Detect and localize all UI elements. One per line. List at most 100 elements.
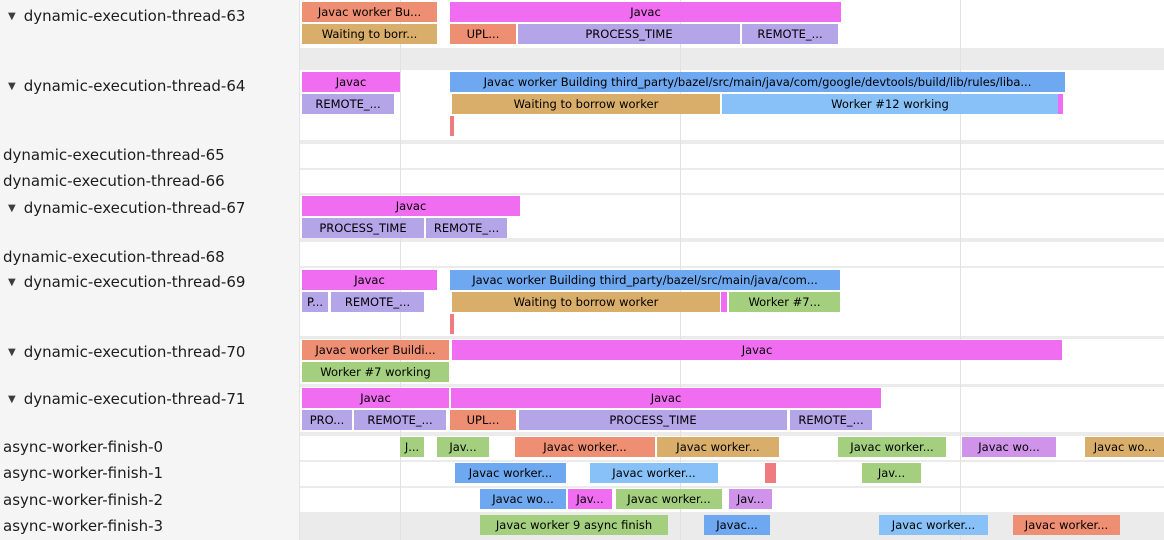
trace-event-bar[interactable]: REMOTE_... (331, 292, 424, 312)
collapse-triangle-icon[interactable]: ▼ (8, 202, 16, 214)
gridline (960, 0, 961, 540)
trace-event-bar[interactable]: Javac worker Buildi... (302, 340, 449, 360)
thread-label[interactable]: dynamic-execution-thread-68 (3, 247, 225, 267)
trace-event-bar[interactable]: PROCESS_TIME (518, 24, 740, 44)
trace-event-bar[interactable]: REMOTE_... (302, 94, 394, 114)
thread-label-text: dynamic-execution-thread-70 (23, 343, 246, 361)
thread-label[interactable]: ▼ dynamic-execution-thread-67 (8, 198, 245, 218)
thread-label-text: dynamic-execution-thread-71 (23, 390, 246, 408)
row-band (300, 266, 1164, 268)
row-band (300, 48, 1164, 70)
thread-label[interactable]: dynamic-execution-thread-66 (3, 171, 225, 191)
thread-label-text: dynamic-execution-thread-67 (23, 199, 246, 217)
trace-event-bar[interactable]: REMOTE_... (354, 410, 446, 430)
trace-event-bar[interactable]: PRO... (302, 410, 352, 430)
trace-event-bar[interactable]: Javac wo... (1085, 437, 1164, 457)
trace-event-bar[interactable] (1058, 94, 1063, 114)
thread-label[interactable]: ▼ dynamic-execution-thread-71 (8, 389, 245, 409)
thread-label[interactable]: async-worker-finish-0 (3, 437, 163, 457)
trace-event-bar[interactable]: Jav... (437, 437, 489, 457)
trace-event-bar[interactable]: Javac (302, 270, 437, 290)
thread-label-text: dynamic-execution-thread-63 (23, 7, 246, 25)
trace-event-bar[interactable]: Jav... (568, 489, 612, 509)
row-band (300, 486, 1164, 488)
trace-event-bar[interactable] (721, 292, 727, 312)
trace-event-bar[interactable]: Javac (450, 2, 841, 22)
trace-event-bar[interactable]: Javac worker Bu... (302, 2, 437, 22)
trace-event-bar[interactable]: Javac worker... (879, 515, 988, 535)
trace-event-bar[interactable]: REMOTE_... (790, 410, 872, 430)
row-band (300, 168, 1164, 170)
thread-label[interactable]: async-worker-finish-1 (3, 463, 163, 483)
trace-event-bar[interactable]: PROCESS_TIME (302, 218, 424, 238)
row-band (300, 336, 1164, 339)
trace-event-bar[interactable] (765, 463, 776, 483)
trace-event-bar[interactable]: Javac worker... (515, 437, 655, 457)
trace-event-bar[interactable]: Waiting to borr... (302, 24, 437, 44)
thread-label[interactable]: async-worker-finish-2 (3, 490, 163, 510)
trace-event-bar[interactable]: Javac worker... (838, 437, 946, 457)
row-band (300, 140, 1164, 144)
row-band (300, 384, 1164, 387)
trace-event-bar[interactable]: Javac wo... (962, 437, 1056, 457)
trace-event-bar[interactable]: Worker #7 working (302, 362, 449, 382)
thread-list: ▼ dynamic-execution-thread-63 ▼ dynamic-exe… (0, 0, 300, 540)
trace-event-bar[interactable]: Waiting to borrow worker (452, 94, 720, 114)
thread-label-text: async-worker-finish-3 (3, 517, 164, 535)
trace-event-bar[interactable]: Javac worker... (657, 437, 779, 457)
trace-event-bar[interactable]: PROCESS_TIME (519, 410, 787, 430)
collapse-triangle-icon[interactable]: ▼ (8, 276, 16, 288)
row-band (300, 193, 1164, 195)
thread-label[interactable]: async-worker-finish-3 (3, 516, 163, 536)
row-band (300, 238, 1164, 242)
trace-event-bar[interactable]: Javac (451, 388, 881, 408)
thread-label-text: dynamic-execution-thread-66 (3, 172, 225, 190)
thread-label[interactable]: dynamic-execution-thread-65 (3, 145, 225, 165)
thread-label-text: async-worker-finish-1 (3, 464, 164, 482)
trace-event-bar[interactable]: Javac worker... (590, 463, 718, 483)
trace-event-bar[interactable]: Jav... (862, 463, 921, 483)
trace-event-bar[interactable]: Worker #12 working (722, 94, 1058, 114)
row-band (300, 432, 1164, 436)
thread-label[interactable]: ▼ dynamic-execution-thread-70 (8, 342, 245, 362)
trace-event-bar[interactable]: Waiting to borrow worker (452, 292, 720, 312)
thread-label-text: async-worker-finish-0 (3, 438, 164, 456)
row-band (300, 460, 1164, 462)
thread-label[interactable]: ▼ dynamic-execution-thread-64 (8, 76, 245, 96)
trace-event-bar[interactable]: Javac (302, 196, 520, 216)
trace-event-bar[interactable]: UPL... (450, 24, 516, 44)
trace-event-bar[interactable]: Javac worker 9 async finish (480, 515, 668, 535)
trace-event-bar[interactable]: Javac (452, 340, 1062, 360)
trace-event-bar[interactable]: P... (302, 292, 328, 312)
trace-event-bar[interactable]: Javac worker... (455, 463, 566, 483)
trace-event-bar[interactable]: Javac (302, 388, 449, 408)
trace-event-bar[interactable]: REMOTE_... (742, 24, 838, 44)
trace-event-bar[interactable]: Javac worker Building third_party/bazel/… (450, 72, 1065, 92)
trace-event-bar[interactable]: J... (400, 437, 424, 457)
thread-label-text: dynamic-execution-thread-65 (3, 146, 225, 164)
trace-event-bar[interactable]: Javac... (704, 515, 770, 535)
trace-event-bar[interactable]: UPL... (450, 410, 516, 430)
thread-label-text: dynamic-execution-thread-64 (23, 77, 246, 95)
thread-label[interactable]: ▼ dynamic-execution-thread-69 (8, 272, 245, 292)
trace-event-bar[interactable]: Worker #7... (729, 292, 840, 312)
trace-event-bar[interactable]: Javac wo... (480, 489, 566, 509)
thread-label-text: dynamic-execution-thread-69 (23, 273, 246, 291)
trace-event-bar[interactable]: REMOTE_... (426, 218, 507, 238)
trace-event-bar[interactable]: Javac worker... (1013, 515, 1120, 535)
trace-event-bar[interactable]: Javac worker Building third_party/bazel/… (450, 270, 840, 290)
trace-event-bar[interactable]: Jav... (729, 489, 772, 509)
trace-event-bar[interactable] (450, 314, 454, 334)
collapse-triangle-icon[interactable]: ▼ (8, 393, 16, 405)
collapse-triangle-icon[interactable]: ▼ (8, 346, 16, 358)
thread-label[interactable]: ▼ dynamic-execution-thread-63 (8, 6, 245, 26)
trace-event-bar[interactable]: Javac (302, 72, 400, 92)
collapse-triangle-icon[interactable]: ▼ (8, 10, 16, 22)
thread-label-text: dynamic-execution-thread-68 (3, 248, 225, 266)
thread-label-text: async-worker-finish-2 (3, 491, 164, 509)
trace-event-bar[interactable] (450, 116, 454, 136)
trace-event-bar[interactable]: Javac worker... (616, 489, 722, 509)
collapse-triangle-icon[interactable]: ▼ (8, 80, 16, 92)
